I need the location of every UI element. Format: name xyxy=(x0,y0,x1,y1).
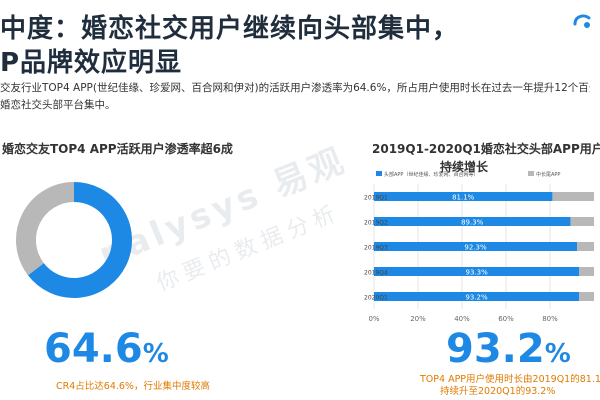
right-big-value: 93.2 xyxy=(446,326,545,372)
donut-slice-0 xyxy=(27,182,132,298)
title-line-2: P品牌效应明显 xyxy=(0,48,183,78)
x-tick-label-3: 60% xyxy=(498,315,514,323)
bar-2019Q4-0 xyxy=(374,267,580,276)
bar-2020Q1-1 xyxy=(579,292,594,301)
legend-swatch-0 xyxy=(376,171,382,176)
summary-line-2: 婚恋社交头部平台集中。 xyxy=(0,99,116,111)
bar-2019Q1-1 xyxy=(552,192,594,201)
brand-logo-icon xyxy=(573,14,591,28)
y-tick-label-0: 2019Q1 xyxy=(364,195,388,202)
data-label-1: 89.3% xyxy=(461,219,484,227)
right-chart-title: 2019Q1-2020Q1婚恋社交头部APP用户使 xyxy=(372,142,600,156)
right-big-stat: 93.2% xyxy=(446,326,571,372)
data-label-3: 93.3% xyxy=(466,269,489,277)
right-big-unit: % xyxy=(544,339,571,369)
left-caption: CR4占比达64.6%，行业集中度较高 xyxy=(56,381,210,392)
bar-2019Q2-0 xyxy=(374,217,571,226)
bar-2019Q3-1 xyxy=(577,242,594,251)
donut-slice-1 xyxy=(16,182,75,276)
y-tick-label-2: 2019Q3 xyxy=(364,245,388,252)
x-tick-label-1: 20% xyxy=(410,315,426,323)
summary-line-1: 交友行业TOP4 APP(世纪佳缘、珍爱网、百合网和伊对)的活跃用户渗透率为64… xyxy=(0,82,590,94)
page-title: 中度：婚恋社交用户继续向头部集中， P品牌效应明显 xyxy=(0,4,600,78)
summary-text: 交友行业TOP4 APP(世纪佳缘、珍爱网、百合网和伊对)的活跃用户渗透率为64… xyxy=(0,80,590,114)
bar-2019Q4-1 xyxy=(579,267,594,276)
right-chart-subtitle: 持续增长 xyxy=(440,160,489,174)
legend-label-0: 头部APP（世纪佳缘、珍爱网、百合网等） xyxy=(384,171,478,178)
data-label-0: 81.1% xyxy=(452,194,475,202)
y-tick-label-4: 2020Q1 xyxy=(364,295,388,302)
bar-2019Q2-1 xyxy=(570,217,594,226)
left-big-value: 64.6 xyxy=(44,326,143,372)
left-big-stat: 64.6% xyxy=(44,326,169,372)
legend-label-1: 中长尾APP xyxy=(536,171,560,178)
data-label-2: 92.3% xyxy=(464,244,487,252)
x-tick-label-2: 40% xyxy=(454,315,470,323)
y-tick-label-3: 2019Q4 xyxy=(364,270,388,277)
left-chart-title: 婚恋交友TOP4 APP活跃用户渗透率超6成 xyxy=(2,142,233,156)
right-caption-1: TOP4 APP用户使用时长由2019Q1的81.1% xyxy=(420,374,600,385)
bar-2019Q1-0 xyxy=(374,192,553,201)
bar-2020Q1-0 xyxy=(374,292,580,301)
y-tick-label-1: 2019Q2 xyxy=(364,220,388,227)
left-big-unit: % xyxy=(142,339,169,369)
title-line-1: 中度：婚恋社交用户继续向头部集中， xyxy=(0,14,460,44)
x-tick-label-4: 80% xyxy=(542,315,558,323)
x-tick-label-0: 0% xyxy=(368,315,379,323)
donut-chart xyxy=(16,182,132,298)
data-label-4: 93.2% xyxy=(465,294,488,302)
bar-chart: 头部APP（世纪佳缘、珍爱网、百合网等） 中长尾APP 0% 20% 40% 60% 80%… xyxy=(364,171,594,323)
chart-legend: 头部APP（世纪佳缘、珍爱网、百合网等） 中长尾APP xyxy=(376,171,560,178)
legend-swatch-1 xyxy=(528,171,534,176)
bar-2019Q3-0 xyxy=(374,242,578,251)
right-caption-2: 持续升至2020Q1的93.2% xyxy=(440,386,556,397)
